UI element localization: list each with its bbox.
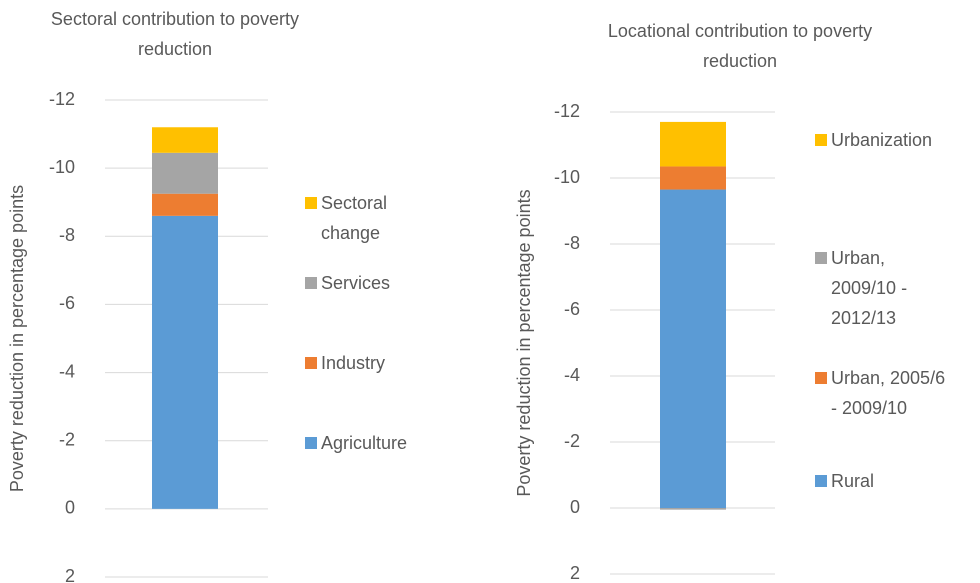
legend-swatch xyxy=(815,252,827,264)
legend-item: Urban, 2009/10 - 2012/13 xyxy=(815,243,955,333)
legend-item: Urban, 2005/6 - 2009/10 xyxy=(815,363,955,423)
legend-swatch xyxy=(305,357,317,369)
y-axis-title: Poverty reduction in percentage points xyxy=(514,189,534,496)
bar-segment xyxy=(152,127,218,153)
legend-item: Sectoral change xyxy=(305,188,405,248)
bar-segment xyxy=(152,193,218,216)
y-tick-label: -4 xyxy=(564,365,580,385)
legend-swatch xyxy=(305,277,317,289)
legend-label: Urban, 2005/6 - 2009/10 xyxy=(831,368,946,418)
y-tick-label: 2 xyxy=(570,563,580,583)
legend-label: Urbanization xyxy=(831,130,933,150)
bar-segment xyxy=(152,215,218,509)
y-tick-label: 2 xyxy=(65,566,75,583)
legend-swatch xyxy=(815,475,827,487)
chart-title: reduction xyxy=(138,39,212,59)
y-tick-label: -10 xyxy=(49,157,75,177)
legend-swatch xyxy=(815,372,827,384)
y-tick-label: -8 xyxy=(564,233,580,253)
legend-label: Services xyxy=(321,273,391,293)
legend-item: Urbanization xyxy=(815,125,955,155)
y-tick-label: -4 xyxy=(59,361,75,381)
y-tick-label: -12 xyxy=(554,101,580,121)
chart-title: Locational contribution to poverty xyxy=(608,21,872,41)
chart-title: reduction xyxy=(703,51,777,71)
legend-item: Agriculture xyxy=(305,428,408,458)
legend-swatch xyxy=(815,134,827,146)
legend-label: Agriculture xyxy=(321,433,408,453)
legend-label: Urban, 2009/10 - 2012/13 xyxy=(831,248,908,328)
legend-swatch xyxy=(305,197,317,209)
bar-segment xyxy=(152,152,218,194)
chart-title: Sectoral contribution to poverty xyxy=(51,9,299,29)
y-tick-label: -2 xyxy=(564,431,580,451)
bar-segment xyxy=(660,121,726,167)
y-tick-label: -8 xyxy=(59,225,75,245)
bar-segment xyxy=(660,166,726,190)
legend-label: Sectoral change xyxy=(321,193,388,243)
y-tick-label: -6 xyxy=(59,293,75,313)
legend-swatch xyxy=(305,437,317,449)
y-tick-label: -6 xyxy=(564,299,580,319)
y-tick-label: 0 xyxy=(570,497,580,517)
y-axis-title: Poverty reduction in percentage points xyxy=(7,185,27,492)
legend-label: Rural xyxy=(831,471,875,491)
legend-item: Rural xyxy=(815,466,955,496)
y-tick-label: -10 xyxy=(554,167,580,187)
y-tick-label: -12 xyxy=(49,89,75,109)
legend-item: Services xyxy=(305,268,405,298)
bar-segment xyxy=(660,189,726,509)
legend-label: Industry xyxy=(321,353,386,373)
legend-item: Industry xyxy=(305,348,405,378)
y-tick-label: -2 xyxy=(59,429,75,449)
bar-segment xyxy=(660,508,726,510)
y-tick-label: 0 xyxy=(65,498,75,518)
